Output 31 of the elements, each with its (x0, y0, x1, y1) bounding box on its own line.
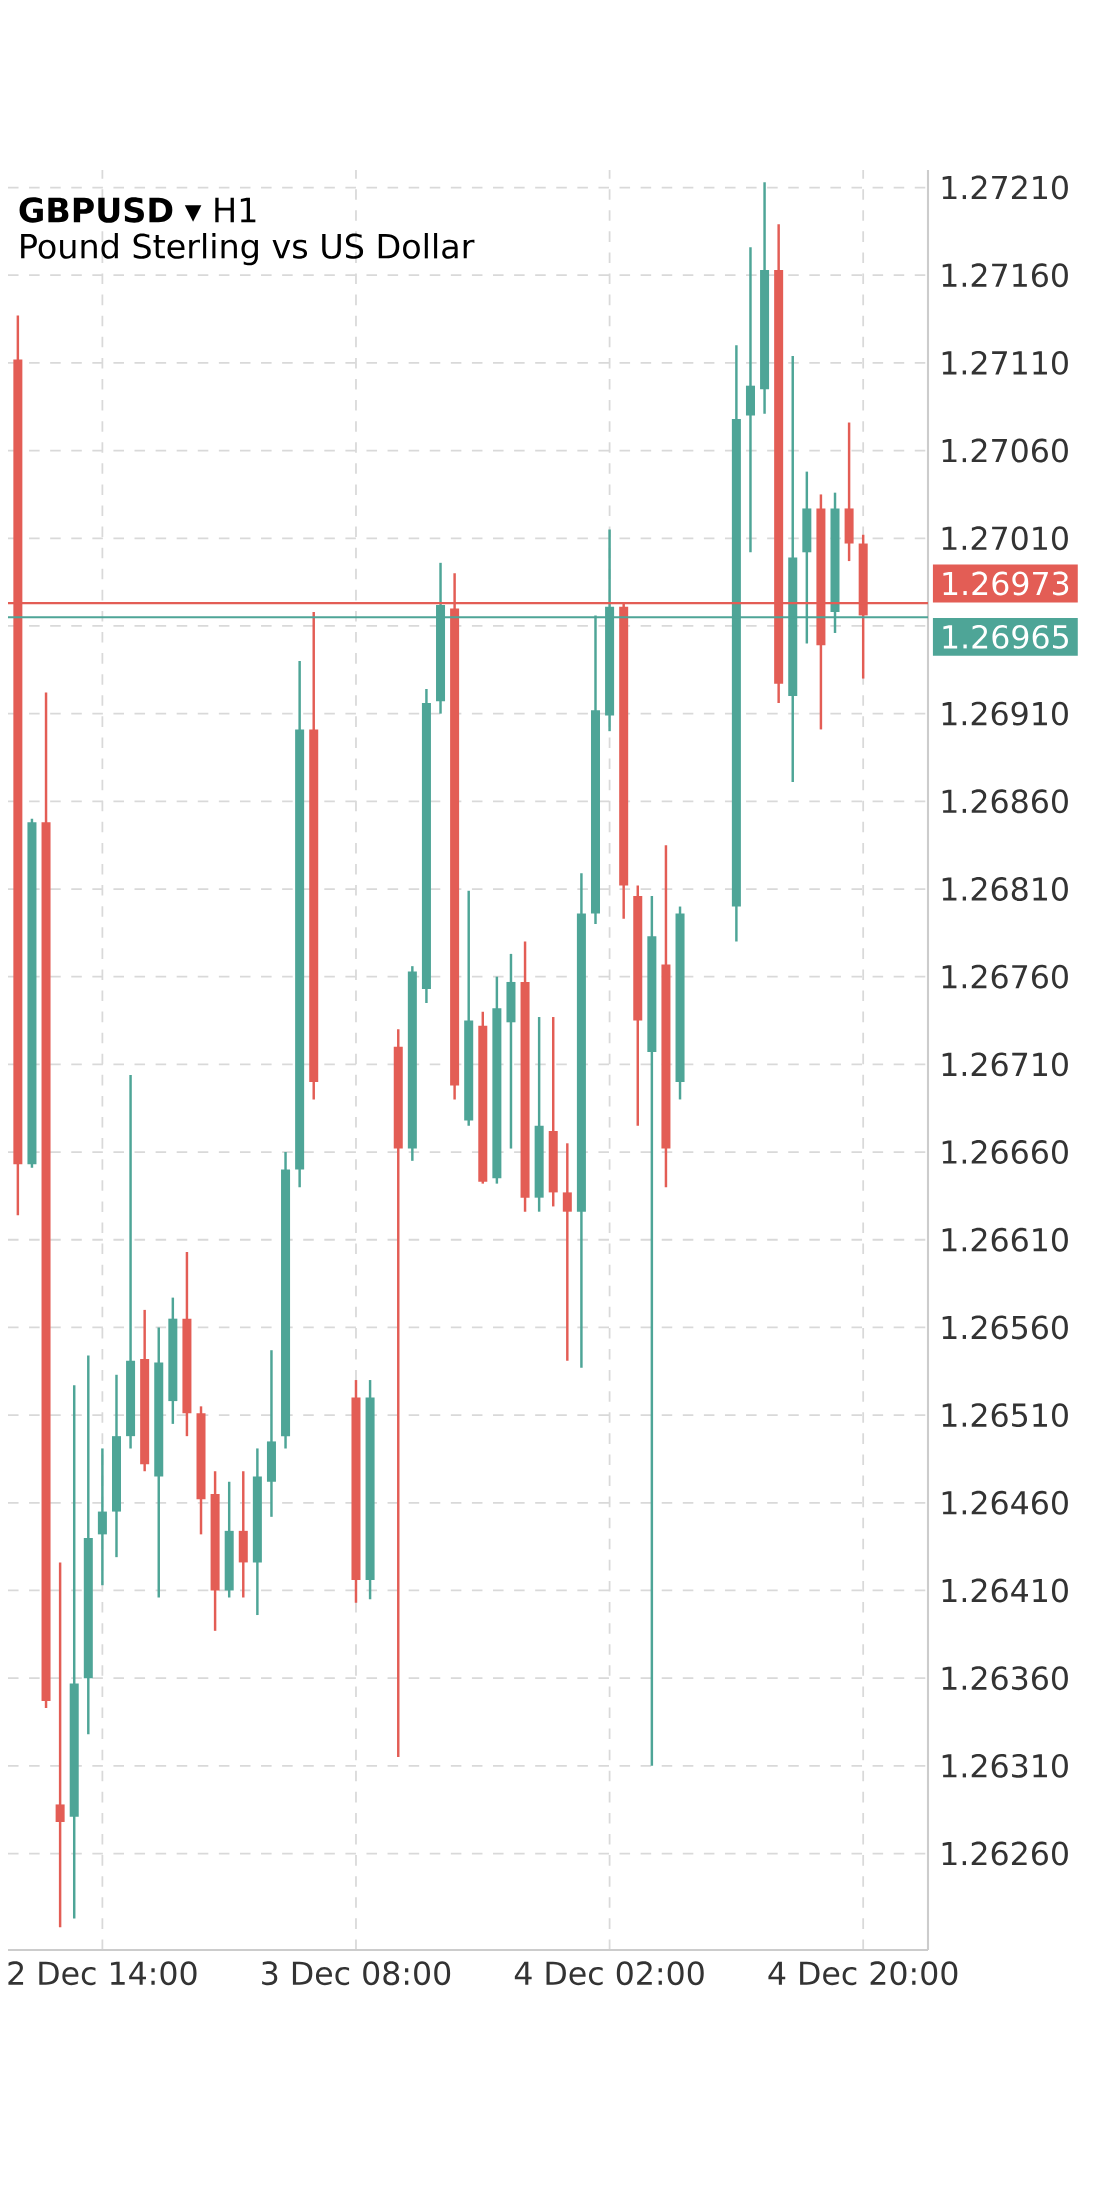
y-tick-label: 1.26410 (942, 1578, 1068, 1603)
y-tick-label: 1.26760 (942, 964, 1068, 989)
x-tick-label: 4 Dec 02:00 (514, 1961, 704, 1986)
y-tick-label: 1.26810 (942, 877, 1068, 901)
y-tick-label: 1.26360 (942, 1666, 1068, 1691)
candlestick (55, 1561, 65, 1929)
y-tick-label: 1.26710 (942, 1052, 1068, 1077)
text: GBPUSD ▾ H1 (19, 197, 256, 223)
y-tick-label: 1.26910 (942, 701, 1068, 726)
y-tick-label: 1.26610 (942, 1227, 1068, 1252)
candlestick (97, 1447, 107, 1587)
x-tick-label: 3 Dec 08:00 (262, 1961, 451, 1986)
y-tick-label: 1.27010 (942, 526, 1068, 551)
candlestick (745, 245, 755, 554)
ref-line-label: 1.26965 (943, 624, 1068, 649)
y-tick-label: 1.26560 (942, 1315, 1068, 1340)
y-tick-label: 1.26510 (942, 1403, 1068, 1428)
y-tick-label: 1.26660 (942, 1140, 1068, 1165)
y-tick-label: 1.26310 (942, 1753, 1068, 1778)
ref-line-label: 1.26973 (943, 571, 1069, 596)
y-tick-label: 1.27160 (942, 263, 1068, 288)
x-tick-label: 4 Dec 20:00 (768, 1961, 958, 1986)
y-tick-label: 1.26860 (942, 789, 1068, 814)
y-tick-label: 1.27210 (942, 175, 1068, 200)
y-tick-label: 1.26260 (942, 1841, 1068, 1866)
y-tick-label: 1.27110 (942, 350, 1068, 375)
candlestick (562, 1142, 572, 1362)
y-tick-label: 1.26460 (942, 1490, 1068, 1515)
text: Pound Sterling vs US Dollar (21, 233, 475, 266)
y-tick-label: 1.27060 (942, 438, 1068, 463)
x-tick-label: 2 Dec 14:00 (8, 1961, 197, 1986)
